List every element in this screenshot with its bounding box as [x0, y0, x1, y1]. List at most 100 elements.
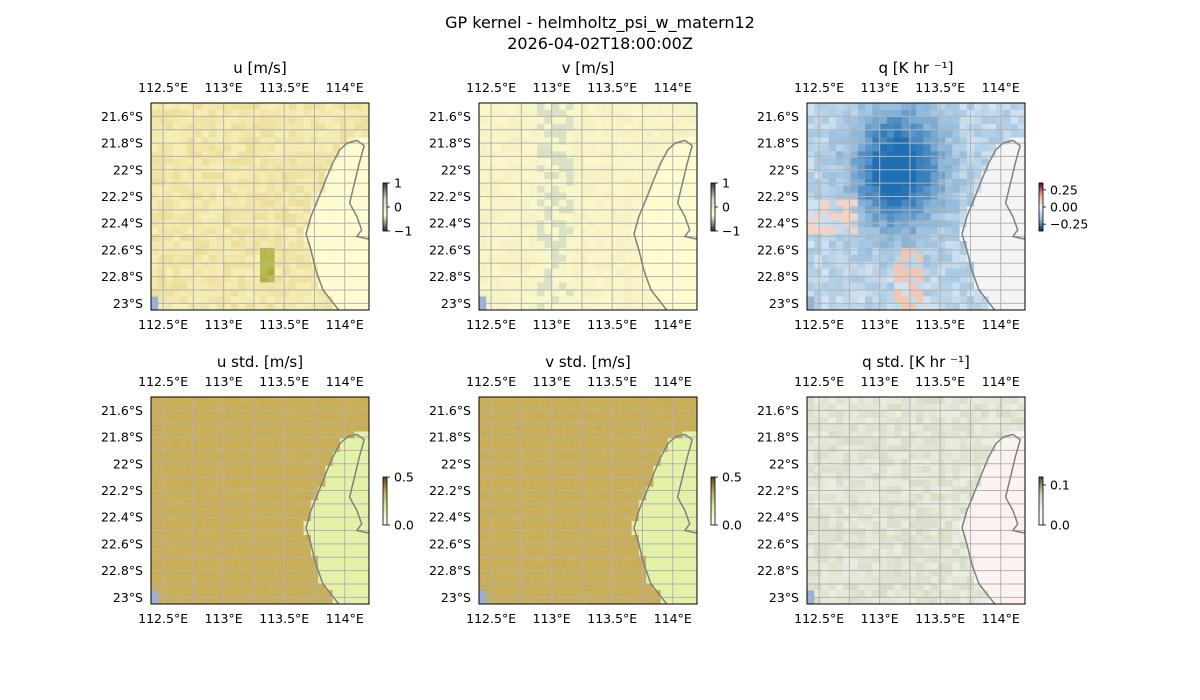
- heatmap-cell: [245, 268, 254, 276]
- heatmap-cell: [901, 410, 910, 418]
- heatmap-cell: [209, 241, 217, 249]
- heatmap-cell: [194, 247, 203, 256]
- heatmap-cell: [252, 165, 261, 173]
- heatmap-cell: [836, 241, 844, 249]
- heatmap-cell: [566, 289, 574, 297]
- heatmap-cell: [238, 521, 246, 529]
- heatmap-cell: [361, 261, 369, 269]
- heatmap-cell: [682, 535, 691, 543]
- heatmap-cell: [981, 424, 989, 432]
- heatmap-cell: [289, 158, 297, 166]
- heatmap-cell: [172, 410, 181, 418]
- heatmap-cell: [216, 268, 224, 276]
- heatmap-cell: [209, 103, 217, 111]
- heatmap-cell: [209, 562, 217, 570]
- colorbar: 0.50.0: [382, 470, 414, 533]
- lon-tick-label-bottom: 113.5°E: [259, 317, 309, 332]
- heatmap-cell: [522, 275, 531, 283]
- heatmap-cell: [339, 459, 348, 467]
- heatmap-cell: [238, 410, 246, 418]
- heatmap-cell: [995, 151, 1004, 159]
- heatmap-cell: [901, 220, 910, 228]
- heatmap-cell: [850, 303, 859, 310]
- heatmap-cell: [537, 438, 545, 446]
- heatmap-cell: [515, 514, 523, 522]
- heatmap-cell: [201, 178, 210, 187]
- heatmap-cell: [201, 452, 210, 460]
- heatmap-cell: [223, 514, 232, 522]
- heatmap-cell: [828, 103, 837, 111]
- heatmap-cell: [187, 254, 195, 262]
- heatmap-cell: [187, 403, 195, 412]
- heatmap-cell: [529, 403, 538, 412]
- heatmap-cell: [660, 541, 669, 550]
- heatmap-cell: [230, 541, 239, 550]
- heatmap-cell: [974, 151, 982, 159]
- heatmap-cell: [923, 397, 931, 405]
- heatmap-cell: [865, 123, 873, 131]
- heatmap-cell: [508, 417, 516, 425]
- heatmap-cell: [930, 241, 939, 249]
- heatmap-cell: [187, 472, 195, 481]
- heatmap-cell: [230, 562, 239, 570]
- heatmap-cell: [537, 431, 545, 439]
- heatmap-cell: [886, 109, 895, 118]
- heatmap-cell: [187, 548, 195, 556]
- heatmap-cell: [216, 438, 224, 446]
- heatmap-cell: [158, 472, 166, 481]
- heatmap-cell: [901, 178, 910, 187]
- heatmap-cell: [260, 514, 268, 522]
- heatmap-cell: [500, 123, 509, 131]
- heatmap-cell: [828, 116, 837, 124]
- heatmap-cell: [165, 562, 174, 570]
- heatmap-cell: [609, 445, 618, 453]
- heatmap-cell: [558, 158, 567, 166]
- heatmap-cell: [151, 397, 159, 405]
- heatmap-cell: [325, 144, 333, 152]
- heatmap-cell: [675, 493, 683, 501]
- heatmap-cell: [325, 289, 333, 297]
- heatmap-cell: [646, 144, 654, 152]
- heatmap-cell: [245, 597, 254, 604]
- panel-title: u [m/s]: [233, 59, 286, 77]
- heatmap-cell: [624, 241, 632, 249]
- heatmap-cell: [508, 541, 516, 550]
- heatmap-cell: [995, 199, 1004, 207]
- heatmap-cell: [201, 137, 210, 145]
- heatmap-cell: [303, 569, 312, 577]
- heatmap-cell: [354, 597, 363, 604]
- heatmap-cell: [566, 172, 574, 180]
- heatmap-cell: [479, 109, 487, 118]
- heatmap-cell: [172, 472, 181, 481]
- heatmap-cell: [529, 144, 538, 152]
- heatmap-cell: [216, 165, 224, 173]
- heatmap-cell: [332, 507, 341, 515]
- heatmap-cell: [151, 583, 159, 591]
- heatmap-cell: [667, 199, 676, 207]
- heatmap-cell: [558, 130, 567, 138]
- heatmap-cell: [566, 459, 574, 467]
- heatmap-cell: [252, 261, 261, 269]
- heatmap-cell: [682, 507, 691, 515]
- heatmap-cell: [158, 220, 166, 228]
- heatmap-cell: [916, 296, 924, 304]
- heatmap-cell: [573, 541, 582, 550]
- heatmap-cell: [194, 562, 203, 570]
- heatmap-cell: [995, 234, 1004, 242]
- heatmap-cell: [945, 227, 953, 235]
- heatmap-cell: [216, 410, 224, 418]
- heatmap-cell: [515, 397, 523, 405]
- heatmap-cell: [508, 597, 516, 604]
- heatmap-cell: [493, 261, 502, 269]
- heatmap-cell: [252, 172, 261, 180]
- heatmap-cell: [289, 410, 297, 418]
- heatmap-cell: [544, 241, 552, 249]
- heatmap-cell: [515, 438, 523, 446]
- heatmap-cell: [646, 296, 654, 304]
- heatmap-cell: [959, 247, 968, 256]
- heatmap-cell: [289, 397, 297, 405]
- heatmap-cell: [624, 103, 632, 111]
- heatmap-cell: [988, 282, 997, 290]
- heatmap-cell: [529, 103, 538, 111]
- heatmap-cell: [675, 103, 683, 111]
